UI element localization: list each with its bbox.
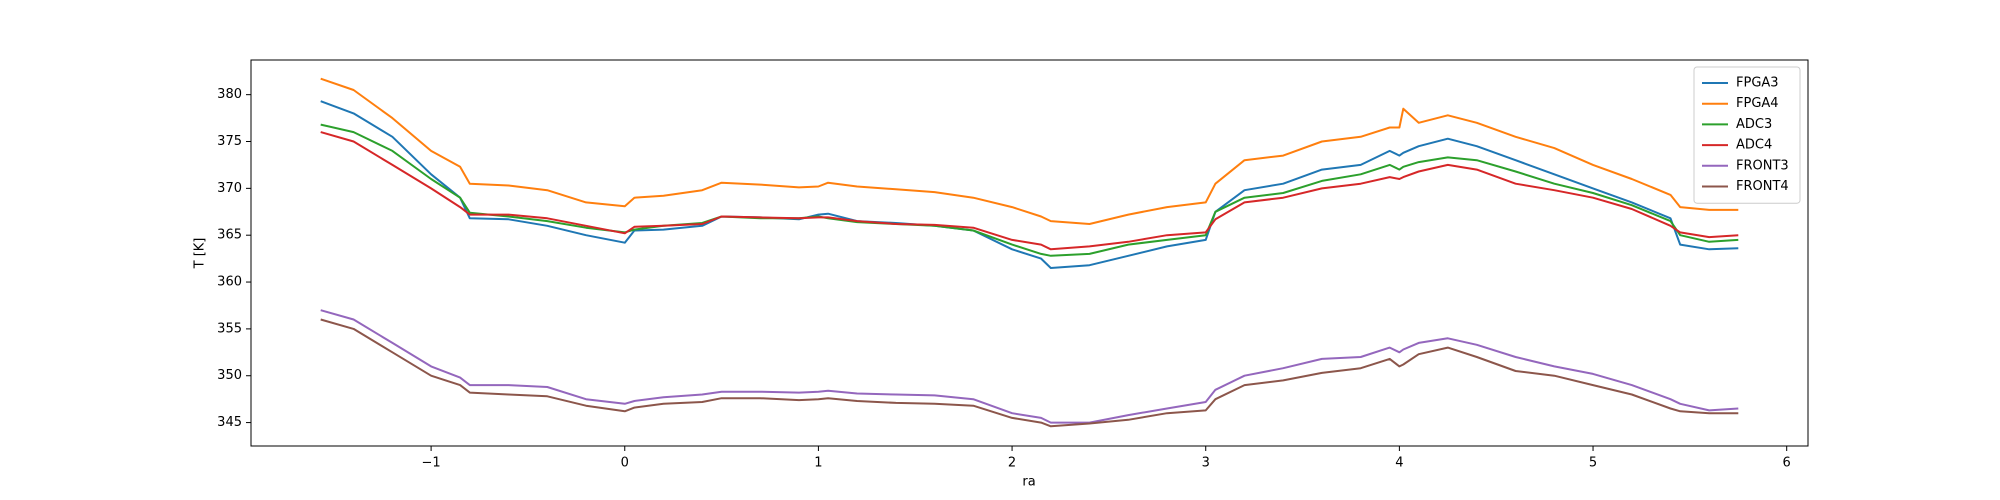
series-line	[320, 100, 1739, 269]
series-line	[320, 123, 1739, 257]
legend-label: FRONT4	[1736, 179, 1789, 194]
series-line	[320, 318, 1739, 428]
legend-box	[1693, 66, 1801, 204]
x-tick-label: −1	[422, 456, 441, 471]
y-tick-label: 380	[217, 87, 242, 102]
x-tick-label: 5	[1589, 456, 1597, 471]
y-tick-label: 360	[217, 275, 242, 290]
legend-label: FPGA4	[1736, 96, 1779, 111]
legend-label: FPGA3	[1736, 76, 1779, 91]
x-tick-label: 0	[621, 456, 629, 471]
x-axis-label: ra	[1022, 475, 1035, 490]
y-tick-label: 350	[217, 368, 242, 383]
legend-label: ADC3	[1736, 117, 1772, 132]
legend-label: ADC4	[1736, 138, 1772, 153]
series-line	[320, 77, 1739, 225]
x-tick-label: 6	[1783, 456, 1791, 471]
y-tick-label: 355	[217, 321, 242, 336]
plot-frame	[250, 59, 1809, 447]
x-tick-label: 4	[1395, 456, 1403, 471]
series-line	[320, 309, 1739, 424]
y-tick-label: 365	[217, 228, 242, 243]
y-tick-label: 375	[217, 134, 242, 149]
legend-label: FRONT3	[1736, 158, 1789, 173]
x-tick-label: 2	[1008, 456, 1016, 471]
y-tick-label: 370	[217, 181, 242, 196]
series-line	[320, 131, 1739, 251]
x-tick-label: 1	[814, 456, 822, 471]
y-axis-label: T [K]	[193, 238, 208, 270]
y-tick-label: 345	[217, 415, 242, 430]
x-tick-label: 3	[1202, 456, 1210, 471]
